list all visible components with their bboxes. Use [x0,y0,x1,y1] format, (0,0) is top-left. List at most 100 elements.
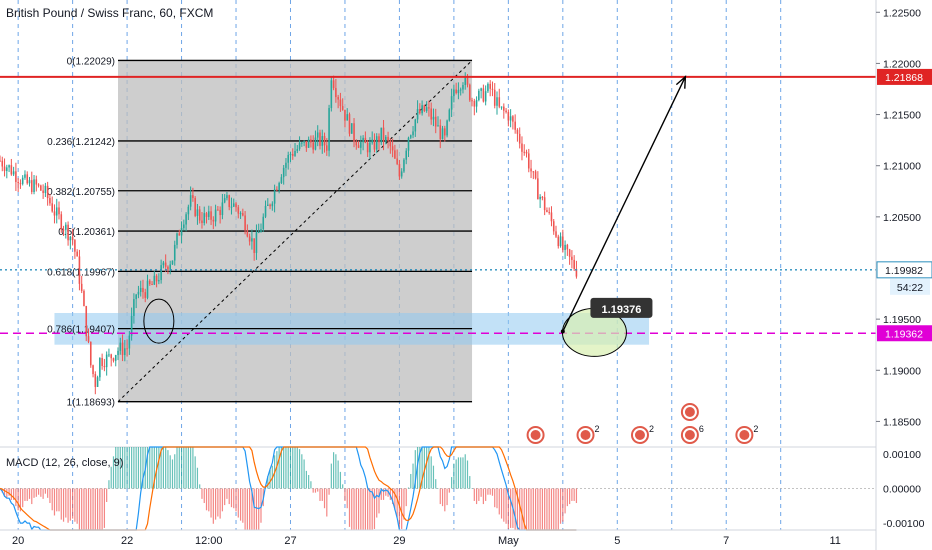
fib-level-label: 0.236(1.21242) [47,137,115,148]
candle-body [482,88,485,102]
candle-body [453,89,455,97]
macd-histogram-bar [571,488,573,501]
candle-body [210,211,212,220]
candle-body [235,203,237,208]
macd-histogram-bar [237,488,239,518]
candle-body [348,114,351,134]
macd-histogram-bar [419,447,421,489]
macd-histogram-bar [153,447,155,489]
candle-body [357,145,360,148]
candle-body [541,196,544,198]
macd-histogram-bar [13,488,15,500]
macd-histogram-bar [410,473,412,489]
candle-body [314,137,317,150]
candle-body [484,91,487,102]
candle-body [382,127,385,142]
candle-body [303,141,305,143]
candle-body [244,215,246,231]
candle-body [387,136,389,141]
macd-histogram-bar [292,447,294,489]
macd-histogram-bar [405,488,407,507]
price-tag [877,68,932,85]
macd-histogram-bar [167,450,169,489]
candle-body [167,266,169,270]
candle-body [67,224,69,241]
macd-histogram-bar [312,488,314,493]
macd-histogram-bar [310,481,312,489]
macd-histogram-bar [6,488,8,498]
candle-body [312,142,314,150]
candle-body [117,350,119,356]
macd-histogram-bar [226,488,228,499]
macd-histogram-bar [115,447,117,489]
arrow-origin [560,329,565,334]
event-icon-core [739,430,750,440]
candle-body [514,121,516,130]
macd-histogram-bar [108,480,110,489]
macd-histogram-bar [60,488,62,520]
candle-body [568,249,571,257]
macd-histogram-bar [373,488,376,529]
event-icon-core [634,430,645,440]
macd-histogram-bar [532,488,534,530]
candle-body [353,123,355,142]
macd-histogram-bar [117,447,119,489]
candle-body [480,88,482,91]
macd-histogram-bar [83,488,85,530]
candle-body [521,143,523,152]
candle-body [500,106,503,108]
macd-histogram-bar [285,447,287,489]
macd-histogram-bar [294,447,296,489]
macd-histogram-bar [47,488,49,498]
macd-histogram-bar [208,488,210,512]
macd-histogram-bar [469,476,471,489]
candle-body [171,260,174,265]
macd-histogram-bar [289,447,292,489]
macd-histogram-bar [369,488,371,530]
candle-body [489,83,491,89]
candle-body [475,100,478,107]
macd-histogram-bar [137,447,140,489]
candle-body [142,287,144,293]
candle-body [375,136,378,150]
candle-body [457,89,460,94]
macd-histogram-bar [487,488,489,495]
candle-body [291,154,294,156]
candle-body [260,229,262,233]
macd-histogram-bar [124,447,126,489]
event-icon-core [530,430,541,440]
fib-trend-line [117,60,473,403]
macd-histogram-bar [49,488,51,504]
candle-body [212,219,215,222]
macd-histogram-bar [308,475,310,489]
candle-body [307,139,310,148]
macd-histogram-bar [491,488,494,496]
macd-histogram-bar [494,488,496,508]
macd-histogram-bar [51,488,53,511]
macd-histogram-bar [539,488,541,530]
candle-body [185,214,187,225]
macd-histogram-bar [162,447,164,489]
macd-histogram-bar [559,488,562,524]
macd-histogram-bar [37,488,40,495]
fib-level-label: 1(1.18693) [67,398,115,409]
macd-histogram-bar [76,488,78,524]
candle-body [525,151,528,154]
macd-histogram-bar [283,447,285,489]
candle-body [330,80,333,109]
candle-body [414,119,417,132]
macd-histogram-bar [323,488,326,509]
macd-histogram-bar [507,488,509,529]
macd-histogram-bar [566,488,568,507]
macd-histogram-bar [58,488,60,512]
macd-histogram-bar [15,488,17,507]
candle-body [221,202,224,216]
candle-body [15,171,17,182]
macd-histogram-bar [346,488,348,509]
candle-body [407,137,410,151]
macd-histogram-bar [435,479,437,489]
candle-body [394,150,396,159]
candle-body [566,244,569,250]
macd-histogram-bar [575,488,578,504]
